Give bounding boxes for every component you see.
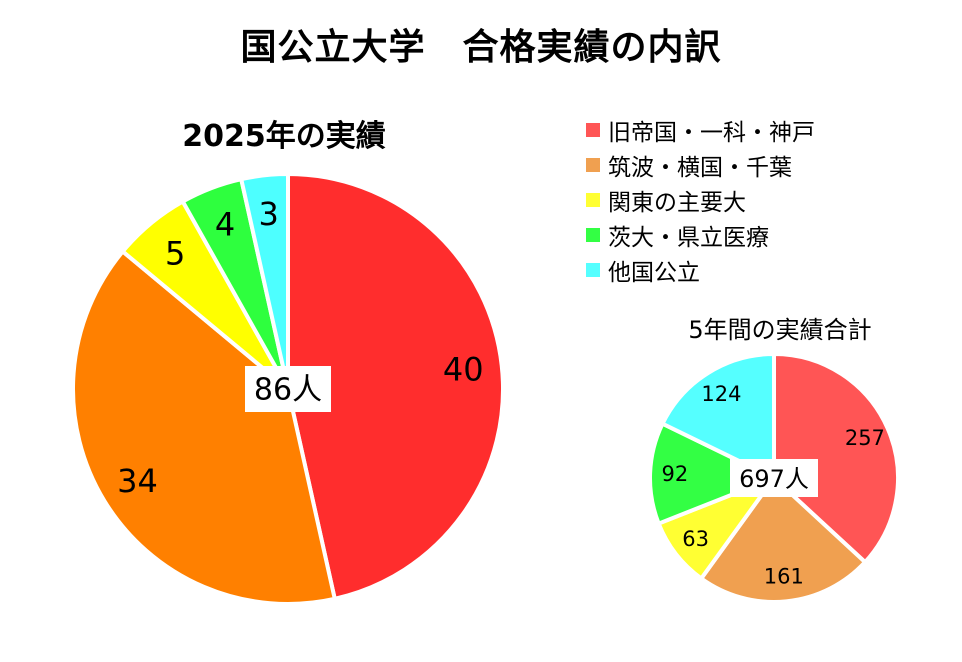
chart-title: 国公立大学 合格実績の内訳 [240, 27, 722, 68]
legend-label: 他国公立 [608, 259, 700, 286]
legend-swatch [586, 262, 600, 277]
legend-label: 関東の主要大 [608, 189, 746, 216]
center-total-label: 697人 [739, 465, 809, 493]
legend-label: 茨大・県立医療 [608, 224, 769, 251]
legend-item: 関東の主要大 [586, 182, 815, 217]
legend-item: 筑波・横国・千葉 [586, 147, 815, 182]
legend-label: 筑波・横国・千葉 [608, 154, 792, 181]
legend-label: 旧帝国・一科・神戸 [608, 119, 815, 146]
legend-swatch [586, 192, 600, 207]
legend-item: 旧帝国・一科・神戸 [586, 112, 815, 147]
legend-item: 茨大・県立医療 [586, 217, 815, 252]
data-label: 3 [259, 195, 279, 233]
center-label-box [245, 366, 331, 412]
pie-slice [648, 421, 776, 526]
pie-slice [239, 172, 290, 391]
data-label: 161 [764, 565, 804, 589]
center-label-box [730, 459, 818, 497]
pie-chart: 5年間の実績合計 257 161 63 92 124 697人 [648, 316, 900, 604]
pie-slice [772, 352, 900, 565]
data-label: 5 [165, 234, 185, 272]
data-label: 92 [662, 462, 689, 486]
data-label: 34 [117, 462, 158, 500]
data-label: 4 [215, 205, 235, 243]
legend-item: 他国公立 [586, 252, 815, 287]
legend-swatch [586, 122, 600, 137]
data-label: 257 [845, 426, 885, 450]
pie-slice [71, 249, 337, 606]
pie-title: 2025年の実績 [182, 119, 386, 154]
legend-swatch [586, 157, 600, 172]
pie-slice [699, 476, 868, 604]
pie-chart: 2025年の実績 40 34 54 3 86人 [71, 119, 505, 606]
legend-swatch [586, 227, 600, 242]
legend: 旧帝国・一科・神戸 筑波・横国・千葉 関東の主要大 茨大・県立医療 他国公立 [586, 112, 815, 287]
data-label: 63 [682, 527, 709, 551]
pie-slice [660, 352, 776, 480]
center-total-label: 86人 [254, 373, 322, 408]
data-label: 40 [443, 351, 484, 389]
pie-slice [286, 172, 505, 601]
data-label: 124 [701, 382, 741, 406]
pie-title: 5年間の実績合計 [688, 316, 871, 344]
